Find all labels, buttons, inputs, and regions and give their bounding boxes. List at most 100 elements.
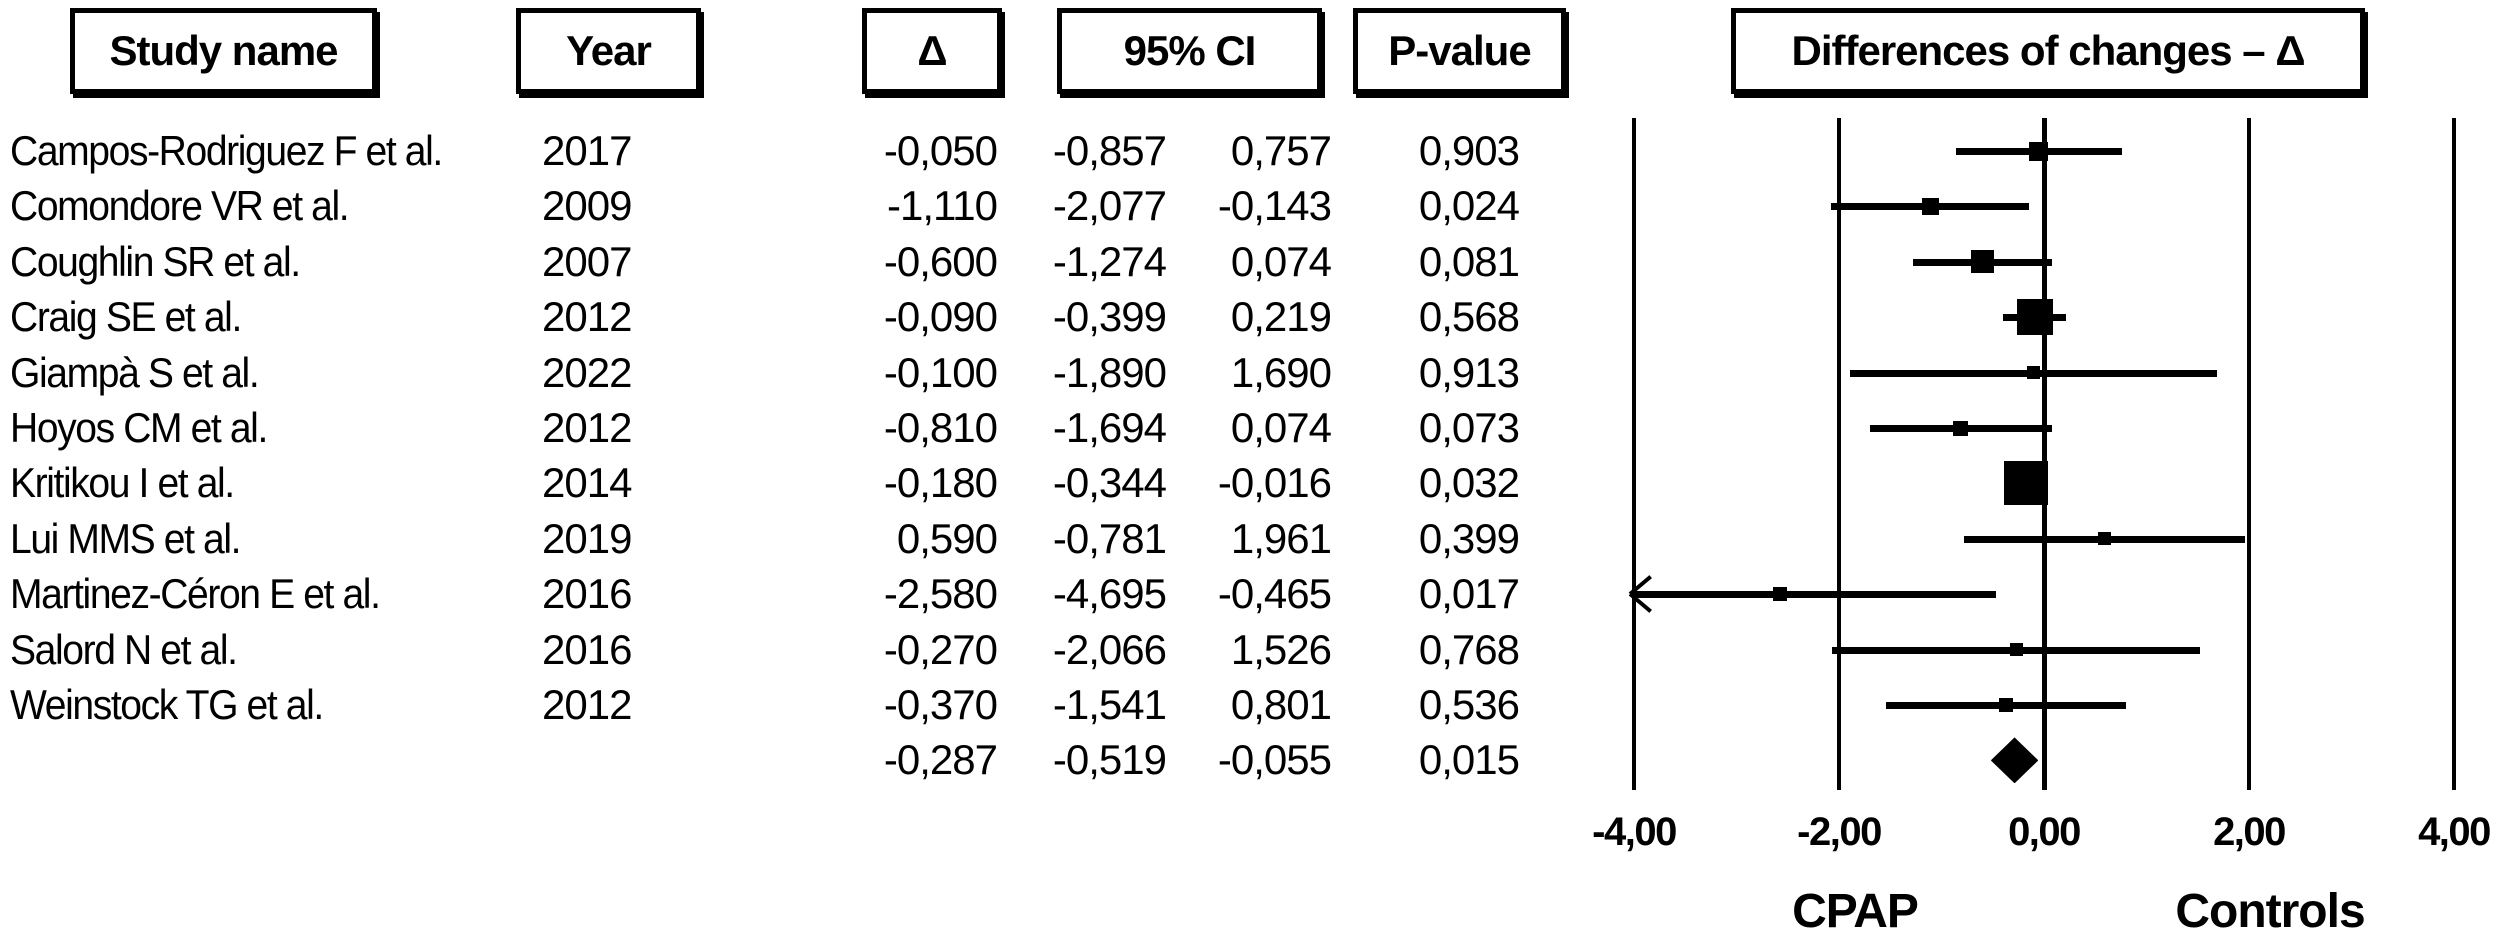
table-row: Campos-Rodriguez F et al. 2017 -0,050 -0,85… [0, 123, 2500, 179]
delta-value: -2,580 [883, 570, 998, 618]
group-label-controls: Controls [2175, 885, 2365, 938]
delta-value: -0,050 [883, 127, 998, 174]
p-value: 0,568 [1418, 293, 1520, 341]
ci-high-value: -0,143 [1217, 182, 1332, 230]
ci-arrow-left-icon [1630, 578, 1658, 610]
pooled-ci-high-value: -0,055 [1217, 736, 1332, 784]
ci-high-value: 0,074 [1230, 237, 1332, 285]
ci-high-value: 0,801 [1230, 681, 1332, 728]
effect-square [2003, 461, 2048, 506]
p-value: 0,081 [1418, 237, 1520, 285]
ci-high-value: -0,016 [1217, 459, 1332, 507]
axis-tick-label: -4,00 [1592, 810, 1677, 854]
ci-low-value: -1,541 [1052, 681, 1167, 728]
study-year: 2017 [542, 127, 632, 174]
effect-square [2029, 141, 2049, 161]
delta-value: -0,270 [883, 625, 998, 673]
forest-plot-area [1632, 118, 2456, 790]
p-value: 0,024 [1418, 182, 1520, 230]
delta-value: -0,370 [883, 681, 998, 728]
ci-low-value: -0,857 [1052, 127, 1167, 174]
study-name: Kritikou I et al. [10, 459, 235, 507]
study-name: Salord N et al. [10, 625, 238, 673]
axis-tick-label: 2,00 [2213, 810, 2286, 854]
axis-gridline [1632, 118, 1636, 790]
p-value: 0,768 [1418, 625, 1520, 673]
ci-low-value: -0,399 [1052, 293, 1167, 341]
axis-gridline [2247, 118, 2251, 790]
study-year: 2009 [542, 182, 632, 230]
pooled-p-value: 0,015 [1418, 736, 1520, 784]
ci-low-value: -1,694 [1052, 404, 1167, 451]
column-header-pvalue: P-value [1353, 8, 1566, 94]
study-name: Coughlin SR et al. [10, 237, 301, 285]
study-year: 2012 [542, 681, 632, 728]
p-value: 0,073 [1418, 404, 1520, 451]
study-name: Hoyos CM et al. [10, 404, 268, 451]
study-name: Comondore VR et al. [10, 182, 350, 230]
ci-high-value: -0,465 [1217, 570, 1332, 618]
table-row: Giampà S et al. 2022 -0,100 -1,890 1,690 0,91… [0, 345, 2500, 401]
axis-tick-label: 4,00 [2418, 810, 2491, 854]
study-year: 2016 [542, 625, 632, 673]
table-row: Coughlin SR et al. 2007 -0,600 -1,274 0,074 0… [0, 234, 2500, 290]
ci-low-value: -0,344 [1052, 459, 1167, 507]
delta-value: -1,110 [887, 182, 998, 230]
study-name: Martinez-Céron E et al. [10, 570, 381, 618]
delta-value: -0,810 [883, 404, 998, 451]
p-value: 0,913 [1418, 348, 1520, 396]
delta-value: -0,090 [883, 293, 998, 341]
pooled-ci-low-value: -0,519 [1052, 736, 1167, 784]
axis-gridline [2042, 118, 2047, 790]
table-row: Lui MMS et al. 2019 0,590 -0,781 1,961 0,399 [0, 511, 2500, 567]
study-year: 2016 [542, 570, 632, 618]
p-value: 0,399 [1418, 514, 1520, 562]
study-name: Weinstock TG et al. [10, 681, 324, 728]
delta-value: -0,600 [883, 237, 998, 285]
axis-gridline [1837, 118, 1841, 790]
table-row: Craig SE et al. 2012 -0,090 -0,399 0,219 0,56… [0, 289, 2500, 345]
study-name: Craig SE et al. [10, 293, 242, 341]
study-year: 2007 [542, 237, 632, 285]
p-value: 0,032 [1418, 459, 1520, 507]
axis-gridline [2452, 118, 2456, 790]
study-name: Giampà S et al. [10, 348, 260, 396]
ci-line [1634, 591, 1997, 599]
ci-low-value: -1,890 [1052, 348, 1167, 396]
plot-title: Differences of changes – Δ [1731, 8, 2365, 94]
p-value: 0,017 [1418, 570, 1520, 618]
effect-square [1921, 197, 1939, 215]
delta-value: -0,180 [883, 459, 998, 507]
table-row: Weinstock TG et al. 2012 -0,370 -1,541 0,801… [0, 677, 2500, 733]
delta-value: -0,100 [883, 348, 998, 396]
study-year: 2022 [542, 348, 632, 396]
pooled-row: -0,287 -0,519 -0,055 0,015 [0, 732, 2500, 788]
effect-square [1999, 698, 2014, 712]
effect-square [1772, 587, 1787, 602]
axis-tick-label: -2,00 [1797, 810, 1882, 854]
ci-low-value: -1,274 [1052, 237, 1167, 285]
table-row: Comondore VR et al. 2009 -1,110 -2,077 -0,14… [0, 178, 2500, 234]
column-header-delta: Δ [862, 8, 1002, 94]
ci-high-value: 0,074 [1230, 404, 1332, 451]
table-row: Kritikou I et al. 2014 -0,180 -0,344 -0,016 0… [0, 455, 2500, 511]
ci-high-value: 1,961 [1230, 514, 1332, 562]
study-name: Lui MMS et al. [10, 514, 242, 562]
ci-low-value: -0,781 [1052, 514, 1167, 562]
effect-square [1953, 420, 1969, 436]
ci-low-value: -2,077 [1052, 182, 1167, 230]
column-header-study-name: Study name [70, 8, 377, 94]
axis-tick-label: 0,00 [2008, 810, 2081, 854]
effect-square [2016, 299, 2053, 336]
group-label-cpap: CPAP [1792, 885, 1919, 938]
p-value: 0,903 [1418, 127, 1520, 174]
pooled-diamond [1990, 737, 2039, 784]
effect-square [2009, 643, 2023, 657]
ci-high-value: 0,757 [1230, 127, 1332, 174]
study-year: 2012 [542, 293, 632, 341]
column-header-95ci: 95% CI [1057, 8, 1322, 94]
ci-high-value: 0,219 [1230, 293, 1332, 341]
study-year: 2019 [542, 514, 632, 562]
study-year: 2012 [542, 404, 632, 451]
